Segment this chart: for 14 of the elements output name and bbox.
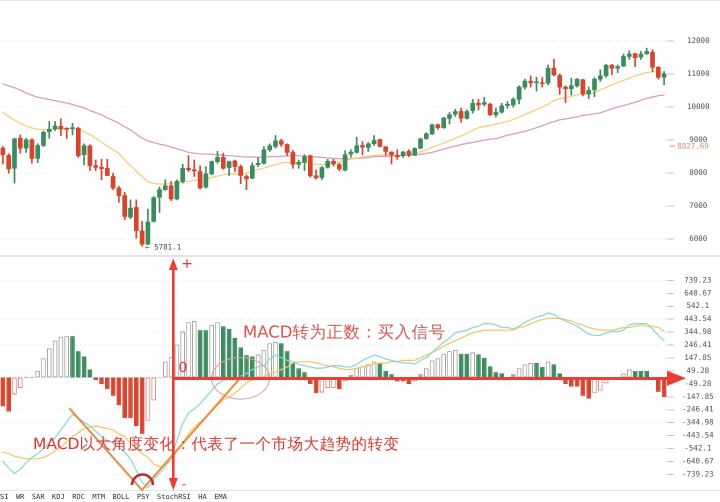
annotation: 0 [178,360,188,376]
candlestick [244,174,249,190]
bar [88,370,92,378]
candlestick [360,141,365,156]
candlestick [476,98,481,110]
bar [204,330,208,378]
candlestick [534,76,539,92]
bar [458,354,464,378]
bar [464,354,470,378]
bar [198,330,202,378]
annotation: + [181,256,193,272]
annotation: - [182,477,186,492]
annotation: MACD转为正数：买入信号 [243,322,446,342]
candlestick [70,123,75,136]
